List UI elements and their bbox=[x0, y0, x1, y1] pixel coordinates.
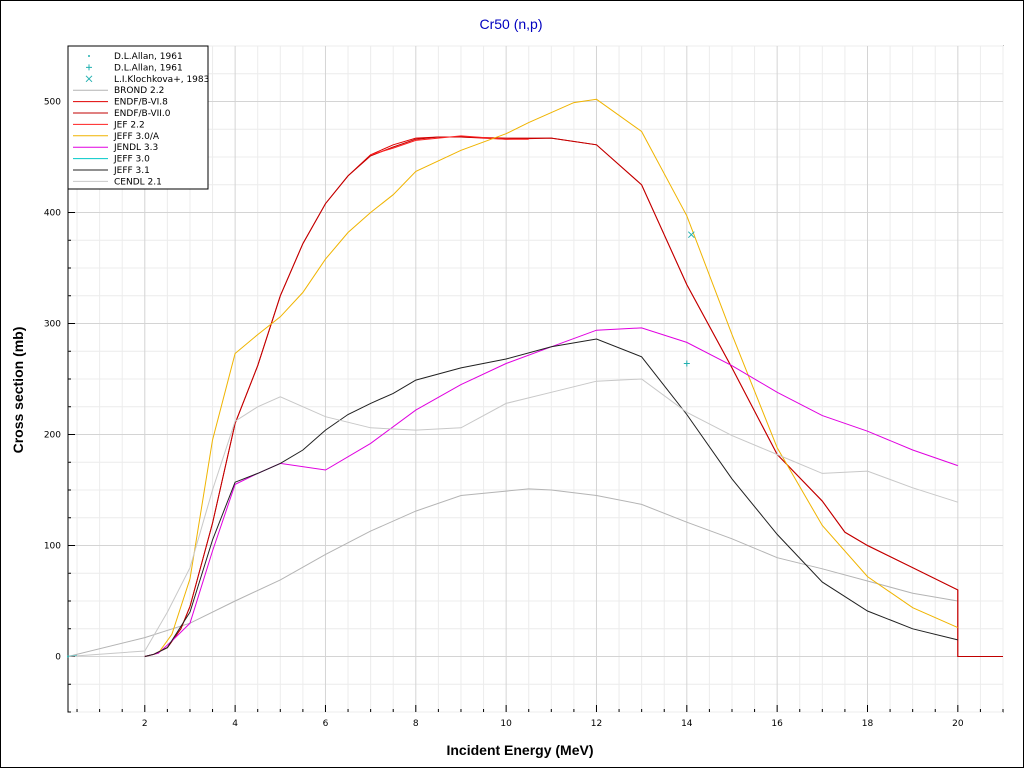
x-tick-label: 12 bbox=[591, 719, 602, 729]
x-tick-label: 4 bbox=[232, 719, 238, 729]
legend-entry-label: ENDF/B-VII.0 bbox=[114, 109, 171, 119]
major-grid bbox=[68, 46, 1003, 712]
x-tick-label: 14 bbox=[681, 719, 693, 729]
legend-symbol-dot bbox=[88, 55, 90, 57]
legend-entry-label: JEFF 3.0 bbox=[113, 155, 150, 165]
legend-entry-label: BROND 2.2 bbox=[114, 86, 164, 96]
series-line-brond-2-2 bbox=[68, 488, 958, 657]
x-tick-labels: 2 4 6 8 10 12 14 16 18 20 bbox=[142, 719, 964, 729]
y-tick-label: 400 bbox=[44, 209, 61, 219]
minor-grid bbox=[68, 45, 1004, 713]
legend-entry-label: ENDF/B-VI.8 bbox=[114, 98, 168, 108]
y-tick-label: 200 bbox=[44, 431, 61, 441]
y-tick-label: 100 bbox=[44, 542, 61, 552]
legend-box bbox=[67, 45, 209, 190]
x-tick-label: 18 bbox=[862, 719, 874, 729]
series-line-endf-b-vii-0 bbox=[144, 136, 1003, 657]
x-tick-label: 20 bbox=[952, 719, 964, 729]
legend-entry-label: D.L.Allan, 1961 bbox=[114, 52, 183, 62]
data-point-plus bbox=[683, 360, 690, 367]
legend-entry-label: L.I.Klochkova+, 1983 bbox=[114, 75, 209, 85]
legend-entry-label: JEFF 3.0/A bbox=[113, 132, 160, 142]
legend-entry-label: JEF 2.2 bbox=[113, 120, 145, 130]
legend-entry-label: JENDL 3.3 bbox=[113, 143, 158, 153]
x-tick-label: 8 bbox=[413, 719, 419, 729]
y-tick-labels: 0 100 200 300 400 500 bbox=[44, 98, 61, 663]
legend-entry-label: D.L.Allan, 1961 bbox=[114, 63, 183, 73]
y-tick-label: 300 bbox=[44, 320, 61, 330]
y-tick-label: 0 bbox=[55, 653, 61, 663]
legend-entry-label: CENDL 2.1 bbox=[114, 177, 162, 187]
chart-title: Cr50 (n,p) bbox=[479, 16, 542, 32]
legend-symbol-plus bbox=[86, 64, 92, 71]
data-point-dot bbox=[67, 655, 69, 658]
x-axis-label: Incident Energy (MeV) bbox=[446, 742, 593, 758]
x-tick-label: 16 bbox=[771, 719, 783, 729]
x-tick-label: 10 bbox=[500, 719, 512, 729]
y-tick-label: 500 bbox=[44, 98, 61, 108]
marker-layer bbox=[67, 231, 695, 658]
x-tick-label: 6 bbox=[323, 719, 329, 729]
series-line-cendl-2-1 bbox=[68, 378, 958, 657]
legend-symbol-x bbox=[85, 75, 93, 83]
x-tick-label: 2 bbox=[142, 719, 148, 729]
data-point-x bbox=[687, 231, 695, 239]
y-axis-label: Cross section (mb) bbox=[10, 327, 26, 454]
series-line-jef-2-2 bbox=[370, 135, 529, 156]
series-line-jeff-3-0-a bbox=[144, 98, 959, 657]
series-layer bbox=[68, 98, 1003, 657]
series-line-jeff-3-1 bbox=[144, 338, 958, 657]
series-line-jendl-3-3 bbox=[144, 327, 958, 657]
legend-entry-label: JEFF 3.1 bbox=[113, 166, 150, 176]
